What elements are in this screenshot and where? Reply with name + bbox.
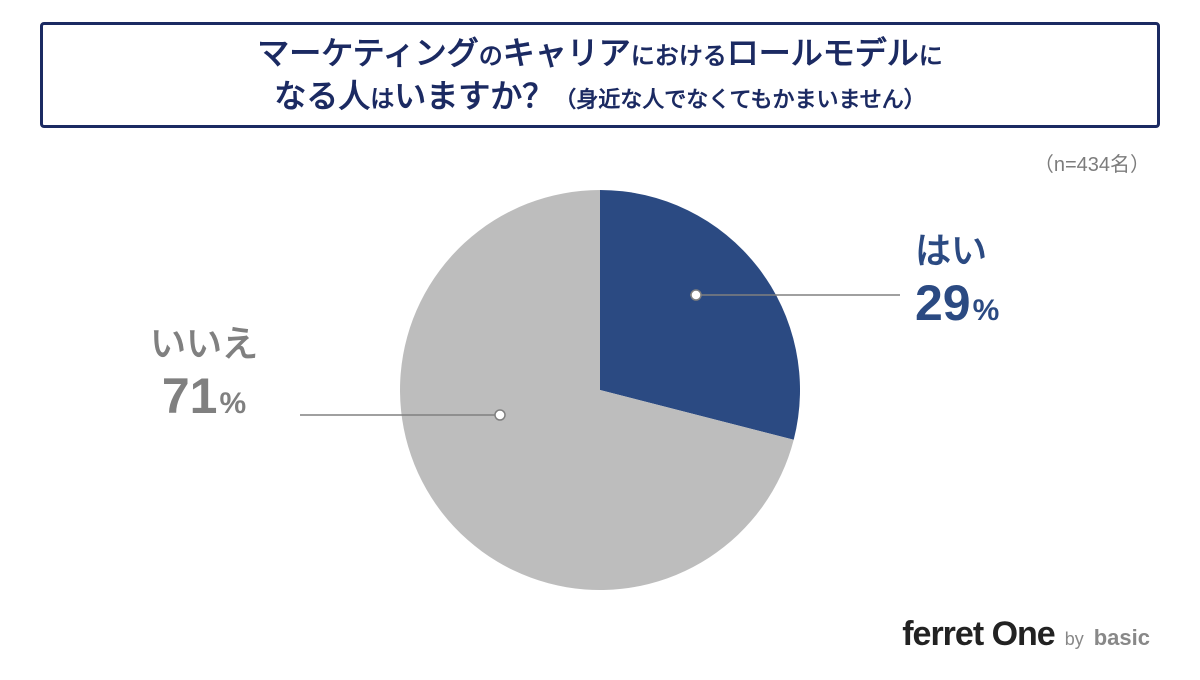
- title-naruhito: なる人: [274, 78, 370, 114]
- title-paren: （身近な人でなくてもかまいません）: [554, 87, 926, 112]
- title-marketing: マーケティング: [257, 35, 478, 71]
- yes-num: 29: [915, 274, 971, 332]
- pie-chart: はい 29% いいえ 71%: [0, 160, 1200, 640]
- brand-basic: basic: [1094, 625, 1150, 651]
- title-rolemodel: ロールモデル: [727, 35, 919, 71]
- brand-main: ferret One: [902, 615, 1055, 654]
- brand-footer: ferret One by basic: [902, 615, 1150, 654]
- title-imasuka: いますか？: [394, 78, 554, 114]
- title-box: マーケティングのキャリアにおけるロールモデルに なる人はいますか？（身近な人でな…: [40, 22, 1160, 128]
- title-wa: は: [370, 86, 394, 113]
- title-line-1: マーケティングのキャリアにおけるロールモデルに: [257, 32, 942, 75]
- no-num: 71: [162, 367, 218, 425]
- title-line-2: なる人はいますか？（身近な人でなくてもかまいません）: [274, 75, 926, 118]
- title-career: キャリア: [503, 35, 631, 71]
- pie-wrap: [400, 190, 800, 590]
- no-text: いいえ: [150, 315, 258, 367]
- yes-text: はい: [915, 222, 999, 274]
- slice-label-no: いいえ 71%: [150, 315, 258, 425]
- no-pct: %: [219, 387, 246, 421]
- yes-pct: %: [973, 294, 1000, 328]
- slice-label-yes: はい 29%: [915, 222, 999, 332]
- title-no-particle: の: [479, 43, 503, 70]
- title-niokeru: における: [631, 43, 727, 70]
- brand-by: by: [1065, 629, 1084, 650]
- title-ni: に: [919, 43, 943, 70]
- pie-svg: [400, 190, 800, 590]
